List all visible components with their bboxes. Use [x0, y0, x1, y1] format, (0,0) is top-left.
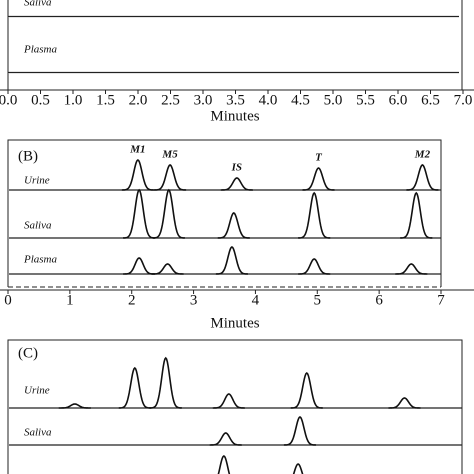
peak [302, 167, 335, 191]
peak [149, 356, 182, 409]
peak [118, 366, 151, 409]
trace-label: Saliva [24, 220, 52, 232]
x-tick-label: 1.0 [64, 92, 83, 108]
peak [215, 246, 249, 275]
peak [395, 263, 428, 275]
trace-label: Plasma [23, 44, 58, 56]
peak [121, 159, 154, 191]
peak [209, 432, 242, 446]
baseline [8, 71, 459, 74]
x-tick-label: 2 [128, 292, 136, 308]
x-tick-label: 2.5 [161, 92, 180, 108]
peak [151, 263, 184, 275]
x-tick-label: 4.0 [259, 92, 278, 108]
trace-label: Plasma [23, 254, 58, 266]
x-tick-label: 0.0 [0, 92, 17, 108]
peak-label: T [315, 152, 323, 164]
panel-label: (C) [18, 345, 38, 361]
peak [283, 416, 317, 446]
x-axis-label: Minutes [210, 315, 259, 331]
x-tick-label: 5.0 [324, 92, 343, 108]
x-tick-label: 7 [437, 292, 445, 308]
x-tick-label: 6.0 [389, 92, 408, 108]
x-tick-label: 3.5 [226, 92, 245, 108]
trace-label: Urine [24, 175, 50, 187]
peak-label: M5 [161, 149, 178, 161]
peak [220, 177, 253, 191]
peak [123, 257, 156, 275]
trace-label: Saliva [24, 427, 52, 439]
x-tick-label: 0 [4, 292, 12, 308]
peak [298, 258, 331, 275]
panel: (B) 0 1 2 3 4 5 6 7 Minutes Urine Saliva Plasma M1 M5 I… [0, 139, 474, 331]
panel: 0.0 0.5 1.0 1.5 2.0 2.5 3.0 3.5 4.0 4.5 5.0 5.5 6.0 6… [0, 0, 474, 124]
x-tick-label: 3.0 [194, 92, 213, 108]
baseline [8, 15, 459, 18]
peak [217, 455, 231, 474]
x-tick-label: 6 [375, 292, 383, 308]
trace-label: Urine [24, 385, 50, 397]
peak [298, 191, 331, 239]
peak [217, 212, 250, 239]
peak [212, 393, 245, 409]
peak-label: M1 [129, 144, 145, 156]
x-tick-label: 4.5 [291, 92, 310, 108]
x-tick-label: 1 [66, 292, 74, 308]
x-tick-label: 5 [314, 292, 322, 308]
peak [388, 397, 421, 409]
peak [400, 191, 433, 239]
panel-label: (B) [18, 148, 38, 164]
x-tick-label: 7.0 [454, 92, 473, 108]
peak [152, 188, 185, 239]
peak [292, 463, 304, 474]
x-tick-label: 4 [252, 292, 260, 308]
panel: (C) Urine Saliva [7, 339, 463, 474]
panel-frame [7, 139, 442, 287]
x-tick-label: 5.5 [356, 92, 375, 108]
peak [290, 371, 323, 409]
x-tick-label: 1.5 [96, 92, 115, 108]
peak [153, 164, 187, 191]
x-tick-label: 3 [190, 292, 198, 308]
x-tick-label: 6.5 [421, 92, 440, 108]
peak [123, 188, 156, 239]
x-tick-label: 0.5 [31, 92, 50, 108]
peak-label: IS [231, 162, 242, 174]
trace-label: Saliva [24, 0, 52, 9]
panel-frame [7, 339, 463, 474]
x-axis-label: Minutes [210, 108, 259, 124]
peak-label: M2 [414, 149, 431, 161]
x-tick-label: 2.0 [129, 92, 148, 108]
peak [58, 403, 91, 409]
peak [406, 164, 439, 191]
panel-frame [7, 0, 463, 90]
